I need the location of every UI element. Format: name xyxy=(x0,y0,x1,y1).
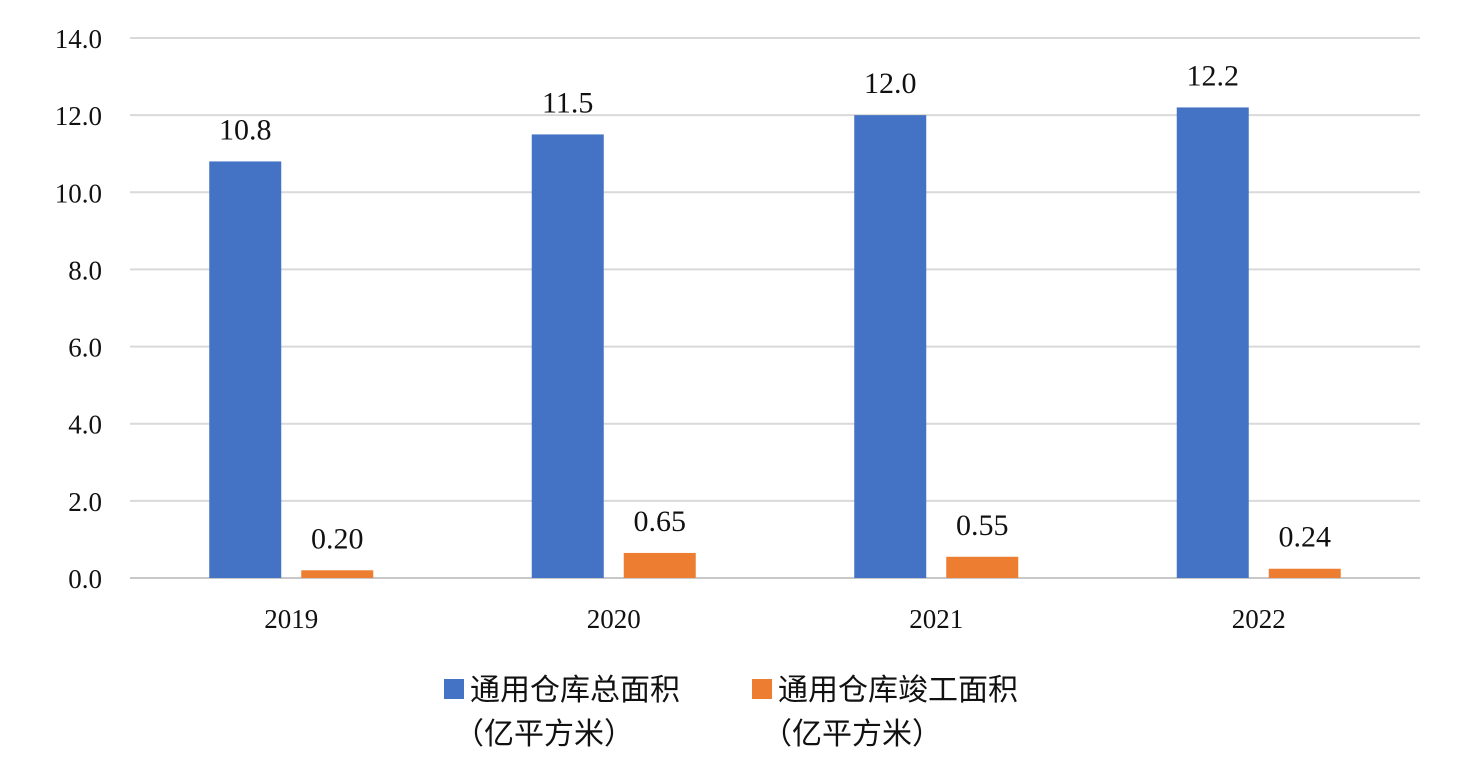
y-tick-label: 14.0 xyxy=(55,24,102,54)
gridlines xyxy=(130,37,1420,579)
bar xyxy=(209,161,282,578)
legend: 通用仓库总面积 （亿平方米） 通用仓库竣工面积 （亿平方米） xyxy=(444,673,1018,752)
y-tick-label: 2.0 xyxy=(68,487,102,517)
legend-label: 通用仓库总面积 xyxy=(470,673,680,708)
data-label: 0.55 xyxy=(956,509,1009,542)
legend-swatch xyxy=(752,679,772,699)
data-label: 12.0 xyxy=(864,67,917,100)
bars xyxy=(209,107,1341,579)
legend-label: （亿平方米） xyxy=(762,717,942,752)
y-tick-label: 6.0 xyxy=(68,333,102,363)
y-tick-label: 4.0 xyxy=(68,410,102,440)
x-tick-label: 2020 xyxy=(587,604,641,634)
x-tick-label: 2022 xyxy=(1232,604,1286,634)
x-tick-label: 2019 xyxy=(264,604,318,634)
data-label: 0.65 xyxy=(634,505,687,538)
legend-label: 通用仓库竣工面积 xyxy=(778,673,1018,708)
y-tick-label: 12.0 xyxy=(55,101,102,131)
y-axis: 0.0 2.0 4.0 6.0 8.0 10.0 12.0 14.0 xyxy=(55,24,102,594)
y-tick-label: 8.0 xyxy=(68,255,102,285)
bar xyxy=(1268,568,1341,578)
data-label: 11.5 xyxy=(542,86,593,119)
y-tick-label: 10.0 xyxy=(55,178,102,208)
data-label: 12.2 xyxy=(1187,59,1240,92)
bar xyxy=(854,115,927,579)
bar xyxy=(946,556,1019,578)
data-label: 0.24 xyxy=(1279,521,1332,554)
data-label: 0.20 xyxy=(311,522,364,555)
data-label: 10.8 xyxy=(219,113,272,146)
x-axis: 2019 2020 2021 2022 xyxy=(264,604,1286,634)
bar xyxy=(623,552,696,578)
bar xyxy=(531,134,604,578)
y-tick-label: 0.0 xyxy=(68,564,102,594)
legend-label: （亿平方米） xyxy=(454,717,634,752)
bar xyxy=(1176,107,1249,578)
data-labels: 10.8 0.20 11.5 0.65 12.0 0.55 12.2 0.24 xyxy=(219,59,1331,555)
legend-swatch xyxy=(444,679,464,699)
x-tick-label: 2021 xyxy=(909,604,963,634)
bar xyxy=(301,570,374,578)
